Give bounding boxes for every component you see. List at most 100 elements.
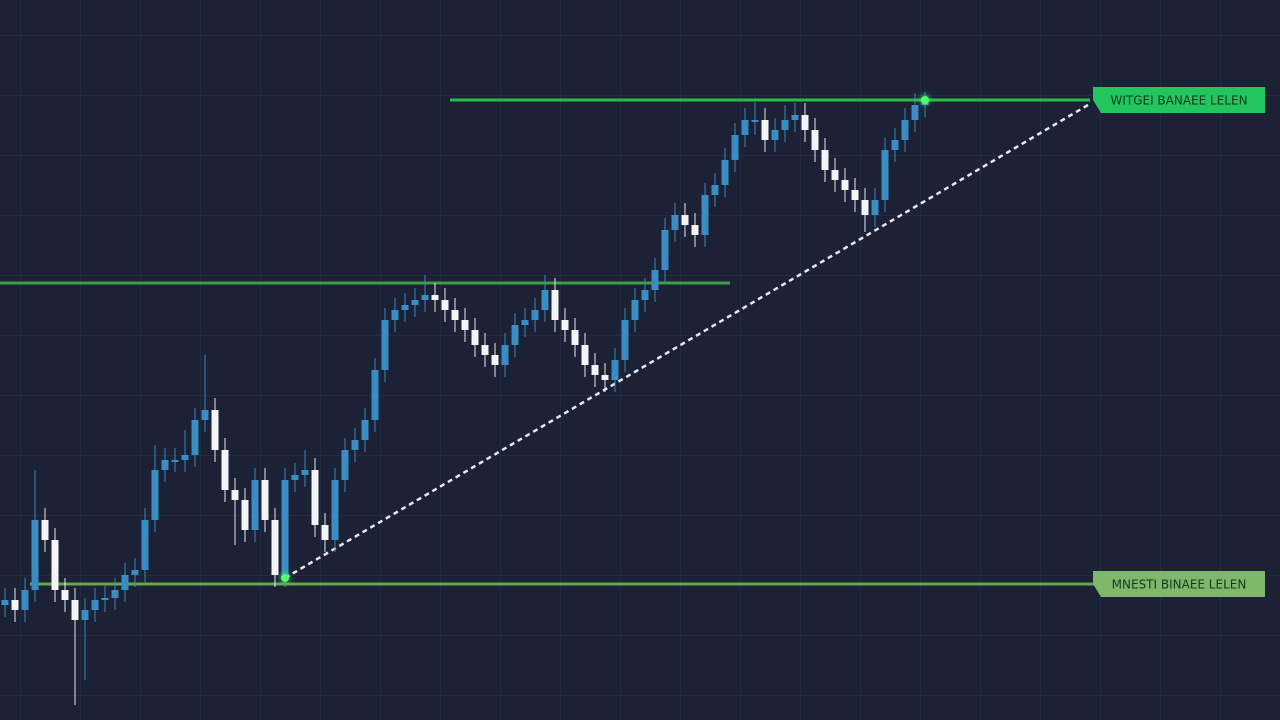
candle-body <box>231 490 239 500</box>
candle-body <box>361 420 369 440</box>
candle-body <box>331 480 339 540</box>
glow-marker <box>921 96 929 104</box>
candle-body <box>461 320 469 330</box>
candle-body <box>61 590 69 600</box>
candle-body <box>161 460 169 470</box>
candle-body <box>731 135 739 160</box>
candle-body <box>311 470 319 525</box>
candle-body <box>101 598 109 600</box>
candle-body <box>891 140 899 150</box>
candle-body <box>241 500 249 530</box>
level-label: MNESTI BINAEE LELEN <box>1112 578 1247 592</box>
candle-body <box>601 375 609 380</box>
candle-body <box>591 365 599 375</box>
candle-body <box>751 120 759 122</box>
candle-body <box>441 300 449 310</box>
candle-body <box>611 360 619 380</box>
level-label-box <box>1093 571 1265 597</box>
glow-marker <box>281 574 289 582</box>
candle-body <box>501 345 509 365</box>
candle-body <box>471 330 479 345</box>
candle-body <box>431 295 439 300</box>
candle-body <box>521 320 529 325</box>
candle-body <box>1 600 9 605</box>
candle-body <box>221 450 229 490</box>
candle-body <box>821 150 829 170</box>
candle-body <box>761 120 769 140</box>
candle-body <box>421 295 429 300</box>
candle-body <box>701 195 709 235</box>
candle-body <box>621 320 629 360</box>
candle-body <box>281 480 289 575</box>
candle-body <box>861 200 869 215</box>
candle-body <box>871 200 879 215</box>
candle-body <box>811 130 819 150</box>
candle-body <box>571 330 579 345</box>
candle-body <box>901 120 909 140</box>
candle-body <box>271 520 279 575</box>
candle-body <box>651 270 659 290</box>
candle-body <box>801 115 809 130</box>
candle-body <box>581 345 589 365</box>
candle-body <box>201 410 209 420</box>
candle-body <box>41 520 49 540</box>
candle-body <box>351 440 359 450</box>
candle-body <box>171 460 179 462</box>
candle-body <box>261 480 269 520</box>
candle-body <box>211 410 219 450</box>
candle-body <box>141 520 149 570</box>
candle-body <box>11 600 19 610</box>
candle-body <box>511 325 519 345</box>
candle-body <box>781 120 789 130</box>
candle-body <box>51 540 59 590</box>
candle-body <box>851 190 859 200</box>
candle-body <box>411 300 419 305</box>
candle-body <box>681 215 689 225</box>
candle-body <box>371 370 379 420</box>
level-label: WITGEI BANAEE LELEN <box>1110 94 1247 108</box>
candle-body <box>711 185 719 195</box>
trend-line <box>284 103 1089 580</box>
candle-body <box>661 230 669 270</box>
candle-body <box>291 475 299 480</box>
candle-body <box>381 320 389 370</box>
candle-body <box>151 470 159 520</box>
candle-body <box>111 590 119 598</box>
candle-body <box>31 520 39 590</box>
candle-body <box>671 215 679 230</box>
candle-body <box>741 120 749 135</box>
candle-body <box>81 610 89 620</box>
candle-body <box>321 525 329 540</box>
candle-body <box>721 160 729 185</box>
candle-body <box>481 345 489 355</box>
candle-body <box>451 310 459 320</box>
level-label-box <box>1093 87 1265 113</box>
candle-body <box>181 455 189 460</box>
candle-body <box>251 480 259 530</box>
candle-body <box>301 470 309 475</box>
candle-body <box>541 290 549 310</box>
candle-body <box>21 590 29 610</box>
candle-body <box>71 600 79 620</box>
candle-body <box>631 300 639 320</box>
candle-body <box>691 225 699 235</box>
candle-body <box>771 130 779 140</box>
candle-body <box>881 150 889 200</box>
plot: WITGEI BANAEE LELEN MNESTI BINAEE LELEN <box>0 87 1265 705</box>
candle-body <box>91 600 99 610</box>
candle-body <box>121 575 129 590</box>
candle-body <box>391 310 399 320</box>
candle-body <box>131 570 139 575</box>
candle-body <box>831 170 839 180</box>
candle-body <box>641 290 649 300</box>
candle-body <box>561 320 569 330</box>
candle-body <box>191 420 199 455</box>
candle-body <box>791 115 799 120</box>
candle-body <box>401 305 409 310</box>
candle-body <box>341 450 349 480</box>
candle-body <box>551 290 559 320</box>
candle-body <box>911 105 919 120</box>
